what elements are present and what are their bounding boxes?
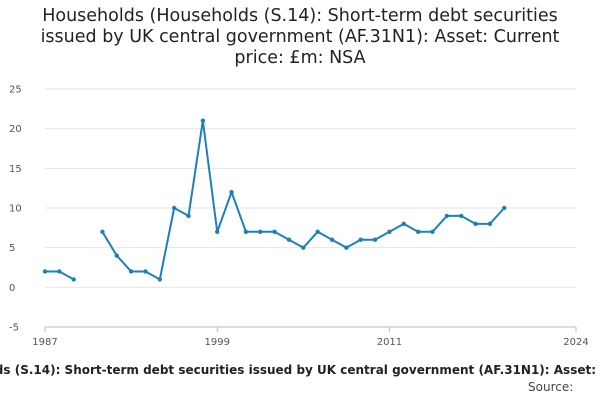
axes: -5 0 5 10 15 20 25 1987 1999 2011 2024 (9, 85, 589, 349)
data-point (114, 253, 119, 258)
y-tick-label: 25 (9, 85, 22, 96)
series-line (101, 119, 505, 281)
x-tick-label: 1987 (32, 337, 57, 348)
chart-title-line-1: Households (Households (S.14): Short-ter… (42, 6, 558, 26)
source-label: Source: (528, 380, 574, 394)
data-point (100, 229, 105, 234)
data-point (243, 229, 249, 234)
x-tick-label: 2011 (377, 337, 402, 348)
data-point (473, 221, 478, 227)
data-point (344, 245, 349, 250)
data-series (42, 118, 507, 282)
data-point (329, 237, 335, 242)
y-tick-label: 15 (9, 164, 22, 175)
data-point (71, 277, 76, 282)
data-point (301, 245, 306, 250)
data-point (458, 213, 464, 219)
data-point (128, 269, 134, 274)
data-point (200, 118, 206, 123)
grid-lines (45, 88, 576, 288)
data-point (372, 237, 378, 242)
data-point (387, 229, 392, 234)
data-point (171, 205, 177, 211)
y-tick-label: 20 (9, 124, 22, 135)
y-tick-label: 10 (9, 204, 22, 215)
data-point (42, 269, 48, 274)
data-point (186, 213, 191, 219)
chart-title: Households (Households (S.14): Short-ter… (0, 6, 600, 69)
data-point (502, 205, 507, 211)
data-point (157, 277, 163, 282)
x-tick-label: 2024 (563, 337, 588, 348)
data-point (444, 213, 450, 219)
x-axis-series-label-text: Households (Households (S.14): Short-ter… (0, 363, 600, 377)
data-point (258, 229, 263, 234)
y-tick-label: 0 (9, 283, 15, 294)
y-tick-label: 5 (9, 243, 15, 254)
data-point (143, 269, 148, 274)
x-tick-label: 1999 (204, 337, 229, 348)
data-point (487, 221, 493, 227)
data-point (215, 229, 220, 234)
chart-title-line-3: price: £m: NSA (234, 48, 366, 68)
y-tick-label: -5 (9, 323, 19, 334)
data-point (415, 229, 421, 234)
data-point (401, 221, 406, 227)
data-point (286, 237, 292, 242)
data-point (430, 229, 435, 234)
chart-title-line-2: issued by UK central government (AF.31N1… (40, 27, 560, 47)
data-point (272, 229, 277, 234)
data-point (57, 269, 62, 274)
x-axis-series-label: Households (Households (S.14): Short-ter… (0, 363, 600, 381)
data-point (358, 237, 363, 242)
data-point (229, 189, 234, 195)
data-point (315, 229, 320, 234)
